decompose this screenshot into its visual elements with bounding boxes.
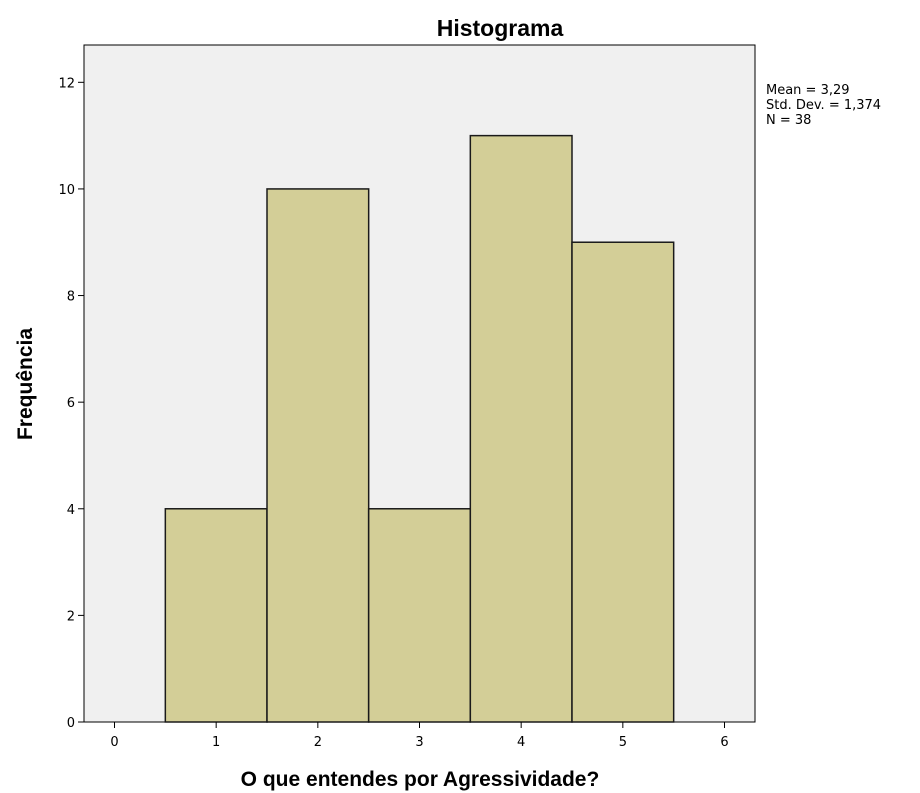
x-axis: 0 1 2 3 4 5 6 (110, 722, 729, 750)
bar-2 (266, 188, 370, 723)
chart-title: Histograma (437, 15, 564, 41)
bar-1 (164, 508, 268, 723)
y-tick-label: 4 (67, 503, 75, 518)
x-tick-label: 5 (619, 735, 627, 750)
y-tick-label: 12 (58, 76, 75, 91)
stat-line: Std. Dev. = 1,374 (766, 98, 881, 113)
x-tick-label: 4 (517, 735, 525, 750)
x-tick-label: 2 (314, 735, 322, 750)
y-axis-title: Frequência (14, 328, 37, 440)
y-axis: 0 2 4 6 8 10 12 (58, 76, 84, 731)
x-tick-label: 6 (720, 735, 728, 750)
x-axis-title: O que entendes por Agressividade? (241, 768, 600, 791)
y-tick-label: 6 (67, 396, 75, 411)
stat-line: Mean = 3,29 (766, 83, 850, 98)
x-tick-label: 1 (212, 735, 220, 750)
x-tick-label: 3 (415, 735, 423, 750)
stat-line: N = 38 (766, 113, 811, 128)
bar-5 (571, 241, 675, 723)
y-tick-label: 2 (67, 609, 75, 624)
y-tick-label: 0 (67, 716, 75, 731)
y-tick-label: 8 (67, 290, 75, 305)
y-tick-label: 10 (58, 183, 75, 198)
bar-3 (367, 508, 472, 723)
bars-group (164, 134, 675, 723)
bar-4 (469, 134, 573, 723)
x-tick-label: 0 (110, 735, 118, 750)
